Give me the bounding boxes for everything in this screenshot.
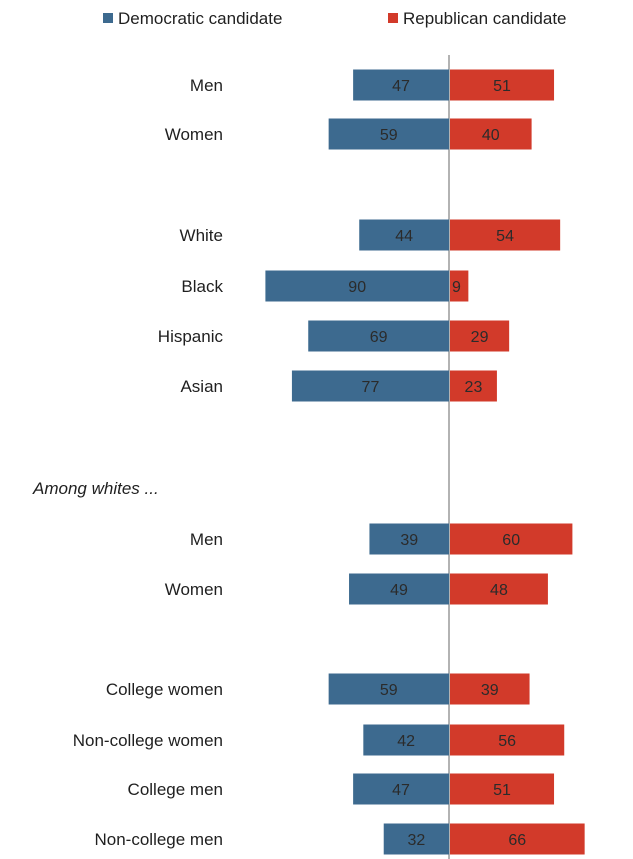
value-democratic-black-3: 90 xyxy=(348,279,366,296)
bar-republican-women-7 xyxy=(450,573,548,605)
legend-swatch-democratic xyxy=(103,13,113,23)
row-label-women-1: Women xyxy=(165,125,223,144)
bar-republican-black-3 xyxy=(450,270,469,302)
value-democratic-college-men-10: 47 xyxy=(392,782,410,799)
bar-democratic-non-college-women-9 xyxy=(363,724,449,756)
value-democratic-white-2: 44 xyxy=(395,228,413,245)
bar-democratic-college-women-8 xyxy=(328,673,449,705)
value-democratic-women-1: 59 xyxy=(380,127,398,144)
legend-label-democratic: Democratic candidate xyxy=(118,9,282,28)
bar-republican-asian-5 xyxy=(450,370,497,402)
value-republican-college-men-10: 51 xyxy=(493,782,511,799)
bar-democratic-men-6 xyxy=(369,523,449,555)
row-label-hispanic-4: Hispanic xyxy=(158,327,224,346)
value-republican-men-6: 60 xyxy=(502,532,520,549)
value-republican-women-1: 40 xyxy=(482,127,500,144)
row-label-women-7: Women xyxy=(165,580,223,599)
bar-republican-hispanic-4 xyxy=(450,320,510,352)
value-democratic-hispanic-4: 69 xyxy=(370,329,388,346)
bar-republican-college-men-10 xyxy=(450,773,555,805)
value-democratic-women-7: 49 xyxy=(390,582,408,599)
legend: Democratic candidate Republican candidat… xyxy=(103,9,567,28)
value-republican-asian-5: 23 xyxy=(465,379,483,396)
bar-republican-non-college-men-11 xyxy=(450,823,585,855)
value-democratic-non-college-men-11: 32 xyxy=(407,832,425,849)
row-label-black-3: Black xyxy=(181,277,223,296)
bar-democratic-women-1 xyxy=(328,118,449,150)
value-democratic-college-women-8: 59 xyxy=(380,682,398,699)
bars-group: Men 47 51 Women 59 40 White 44 54 Black 90 9 Hispani… xyxy=(73,69,585,855)
bar-republican-men-0 xyxy=(450,69,555,101)
value-democratic-asian-5: 77 xyxy=(362,379,380,396)
row-label-men-0: Men xyxy=(190,76,223,95)
value-democratic-men-6: 39 xyxy=(400,532,418,549)
row-label-white-2: White xyxy=(180,226,223,245)
bar-republican-women-1 xyxy=(450,118,532,150)
legend-label-republican: Republican candidate xyxy=(403,9,567,28)
value-republican-white-2: 54 xyxy=(496,228,514,245)
value-republican-hispanic-4: 29 xyxy=(471,329,489,346)
bar-democratic-black-3 xyxy=(265,270,449,302)
row-label-non-college-women-9: Non-college women xyxy=(73,731,223,750)
bar-republican-men-6 xyxy=(450,523,573,555)
row-label-men-6: Men xyxy=(190,530,223,549)
legend-swatch-republican xyxy=(388,13,398,23)
value-republican-non-college-men-11: 66 xyxy=(508,832,526,849)
bar-republican-white-2 xyxy=(450,219,561,251)
value-democratic-men-0: 47 xyxy=(392,78,410,95)
value-republican-men-0: 51 xyxy=(493,78,511,95)
value-republican-college-women-8: 39 xyxy=(481,682,499,699)
row-label-non-college-men-11: Non-college men xyxy=(94,830,223,849)
bar-democratic-men-0 xyxy=(353,69,449,101)
row-label-asian-5: Asian xyxy=(180,377,223,396)
bar-democratic-non-college-men-11 xyxy=(383,823,449,855)
value-republican-non-college-women-9: 56 xyxy=(498,733,516,750)
bar-democratic-asian-5 xyxy=(291,370,449,402)
bar-democratic-white-2 xyxy=(359,219,449,251)
bar-republican-non-college-women-9 xyxy=(450,724,565,756)
row-label-college-women-8: College women xyxy=(106,680,223,699)
bar-democratic-women-7 xyxy=(349,573,449,605)
bar-republican-college-women-8 xyxy=(450,673,530,705)
value-democratic-non-college-women-9: 42 xyxy=(397,733,415,750)
row-label-college-men-10: College men xyxy=(128,780,223,799)
value-republican-black-3: 9 xyxy=(452,279,461,296)
bar-democratic-college-men-10 xyxy=(353,773,449,805)
value-republican-women-7: 48 xyxy=(490,582,508,599)
section-label-among-whites: Among whites ... xyxy=(32,479,159,498)
bar-democratic-hispanic-4 xyxy=(308,320,449,352)
